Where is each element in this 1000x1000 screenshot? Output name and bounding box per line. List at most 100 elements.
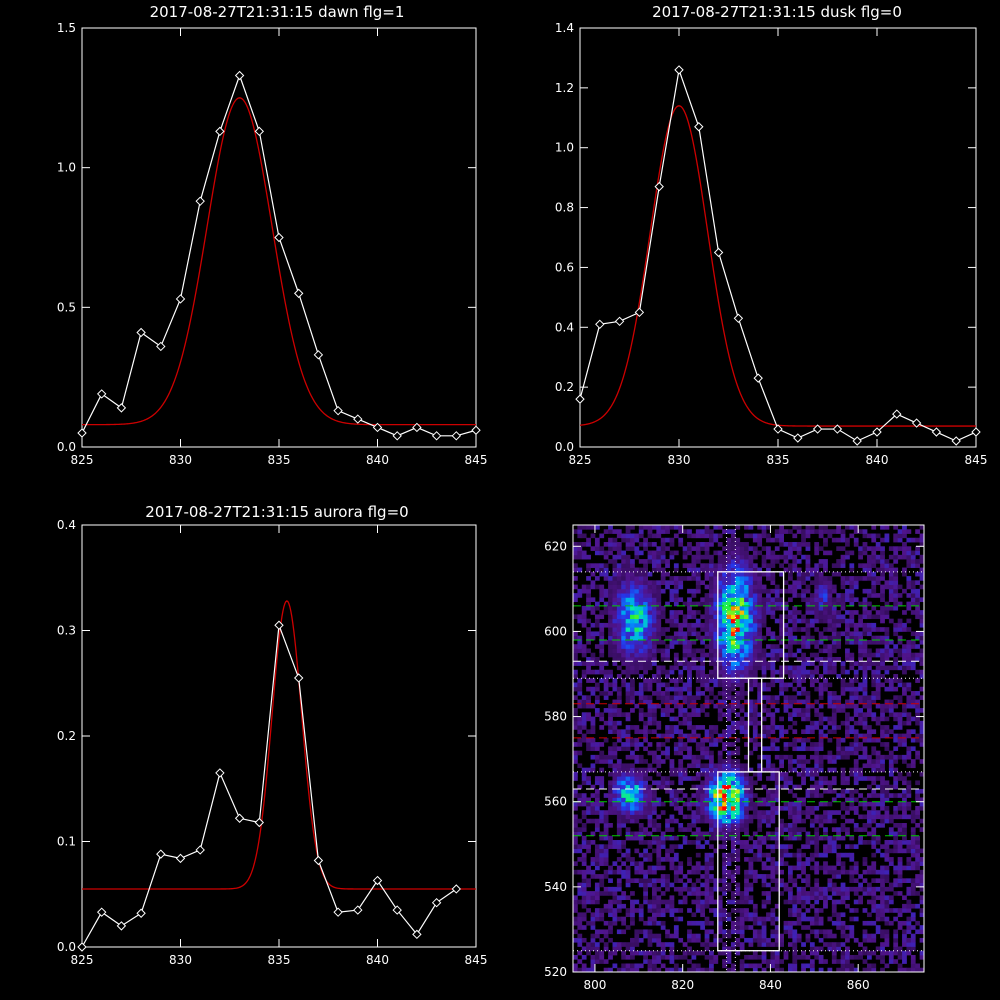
heatmap-pixel — [744, 878, 749, 883]
heatmap-pixel — [665, 776, 670, 781]
heatmap-pixel — [735, 793, 741, 798]
heatmap-pixel — [761, 665, 767, 671]
heatmap-pixel — [779, 763, 784, 769]
heatmap-pixel — [616, 844, 622, 849]
heatmap-pixel — [656, 605, 662, 611]
heatmap-pixel — [888, 546, 894, 551]
heatmap-pixel — [651, 635, 657, 641]
heatmap-pixel — [717, 903, 723, 909]
heatmap-pixel — [761, 933, 767, 939]
heatmap-pixel — [739, 580, 745, 585]
heatmap-pixel — [748, 563, 754, 568]
heatmap-pixel — [774, 601, 780, 607]
heatmap-pixel — [748, 954, 754, 960]
heatmap-pixel — [630, 912, 635, 918]
heatmap-pixel — [735, 891, 741, 896]
heatmap-pixel — [866, 818, 872, 824]
heatmap-pixel — [709, 588, 714, 594]
heatmap-pixel — [616, 895, 622, 901]
heatmap-pixel — [827, 882, 833, 888]
heatmap-pixel — [687, 703, 692, 709]
heatmap-pixel — [766, 601, 771, 607]
heatmap-pixel — [621, 712, 627, 717]
heatmap-pixel — [713, 635, 719, 641]
heatmap-pixel — [744, 571, 749, 577]
heatmap-pixel — [888, 920, 894, 926]
heatmap-pixel — [643, 840, 648, 845]
heatmap-pixel — [845, 656, 850, 662]
heatmap-pixel — [726, 648, 732, 654]
heatmap-pixel — [695, 967, 701, 973]
heatmap-pixel — [590, 920, 596, 926]
heatmap-pixel — [787, 759, 793, 764]
heatmap-pixel — [643, 669, 648, 675]
heatmap-pixel — [836, 959, 842, 964]
heatmap-pixel — [638, 793, 644, 798]
heatmap-pixel — [678, 576, 684, 581]
heatmap-pixel — [669, 699, 675, 705]
heatmap-pixel — [709, 895, 714, 901]
heatmap-pixel — [643, 882, 648, 888]
heatmap-pixel — [805, 895, 811, 901]
heatmap-pixel — [625, 618, 631, 624]
heatmap-pixel — [880, 725, 885, 730]
heatmap-pixel — [862, 763, 868, 769]
heatmap-pixel — [757, 874, 763, 879]
heatmap-pixel — [823, 776, 828, 781]
heatmap-pixel — [862, 631, 868, 637]
heatmap-pixel — [744, 823, 749, 828]
heatmap-pixel — [722, 801, 727, 807]
heatmap-pixel — [577, 937, 583, 943]
heatmap-pixel — [669, 865, 675, 871]
heatmap-pixel — [770, 737, 776, 743]
heatmap-pixel — [801, 865, 806, 871]
heatmap-pixel — [752, 708, 758, 713]
heatmap-pixel — [660, 580, 666, 585]
heatmap-pixel — [862, 716, 868, 722]
heatmap-pixel — [713, 729, 719, 734]
heatmap-pixel — [660, 537, 666, 543]
heatmap-pixel — [888, 708, 894, 713]
heatmap-pixel — [594, 908, 600, 913]
heatmap-pixel — [673, 639, 679, 645]
heatmap-pixel — [823, 678, 828, 683]
heatmap-pixel — [577, 925, 583, 930]
heatmap-pixel — [752, 703, 758, 709]
heatmap-pixel — [630, 542, 635, 547]
heatmap-pixel — [871, 865, 877, 871]
heatmap-pixel — [603, 571, 609, 577]
heatmap-pixel — [722, 763, 727, 769]
heatmap-pixel — [744, 733, 749, 739]
heatmap-pixel — [871, 669, 877, 675]
heatmap-pixel — [880, 652, 885, 658]
heatmap-pixel — [853, 635, 859, 641]
heatmap-pixel — [700, 831, 706, 837]
heatmap-pixel — [893, 882, 899, 888]
heatmap-pixel — [814, 818, 820, 824]
heatmap-pixel — [573, 840, 578, 845]
heatmap-pixel — [603, 874, 609, 879]
heatmap-pixel — [748, 925, 754, 930]
heatmap-pixel — [687, 678, 692, 683]
heatmap-pixel — [625, 869, 631, 875]
heatmap-pixel — [787, 788, 793, 794]
heatmap-pixel — [831, 946, 837, 952]
heatmap-pixel — [704, 576, 710, 581]
heatmap-pixel — [796, 759, 802, 764]
heatmap-pixel — [814, 610, 820, 615]
heatmap-pixel — [638, 759, 644, 764]
heatmap-pixel — [709, 878, 714, 883]
heatmap-pixel — [717, 776, 723, 781]
heatmap-pixel — [682, 652, 688, 658]
heatmap-pixel — [717, 831, 723, 837]
heatmap-pixel — [866, 533, 872, 539]
heatmap-pixel — [577, 933, 583, 939]
heatmap-pixel — [871, 661, 877, 666]
heatmap-pixel — [875, 652, 881, 658]
heatmap-pixel — [682, 746, 688, 752]
heatmap-pixel — [805, 610, 811, 615]
heatmap-pixel — [845, 588, 850, 594]
heatmap-pixel — [678, 669, 684, 675]
heatmap-pixel — [818, 835, 824, 841]
heatmap-pixel — [608, 886, 613, 892]
